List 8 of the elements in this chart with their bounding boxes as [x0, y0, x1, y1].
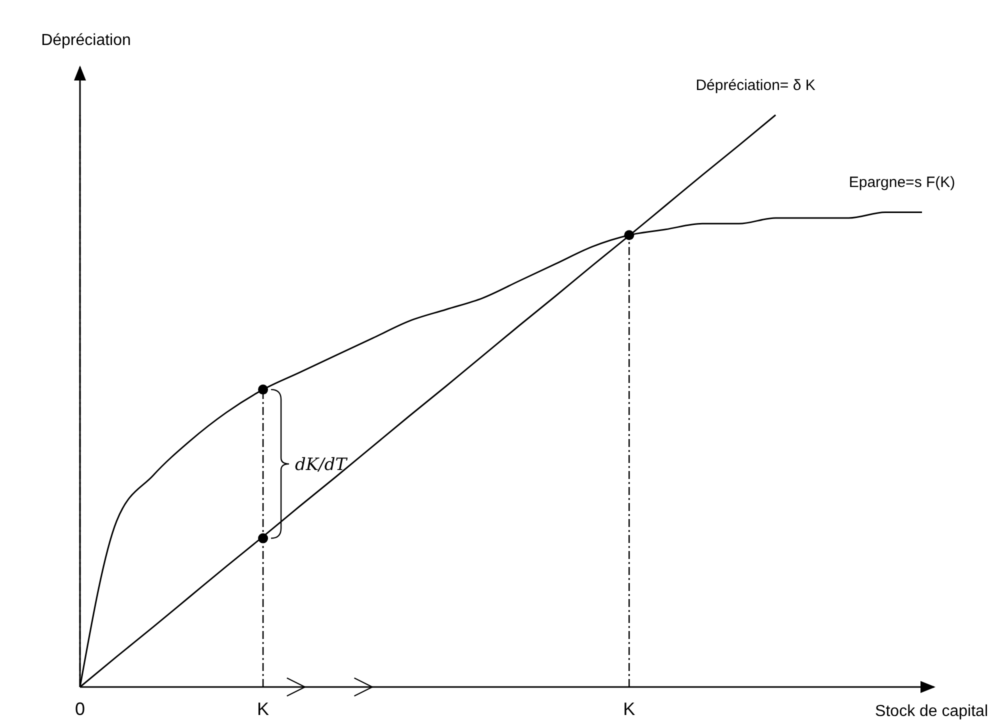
- annotation: dK/dT: [295, 454, 348, 475]
- text: Dépréciation= δ K: [696, 77, 816, 94]
- x-tick-label: 0: [74, 699, 86, 719]
- x-axis-title: Stock de capital: [875, 703, 988, 720]
- series-label: Epargne=s F(K): [848, 174, 956, 192]
- x-tick-label: K: [257, 699, 270, 719]
- x-tick-label: K: [623, 699, 636, 719]
- y-axis-title: Dépréciation: [41, 32, 131, 49]
